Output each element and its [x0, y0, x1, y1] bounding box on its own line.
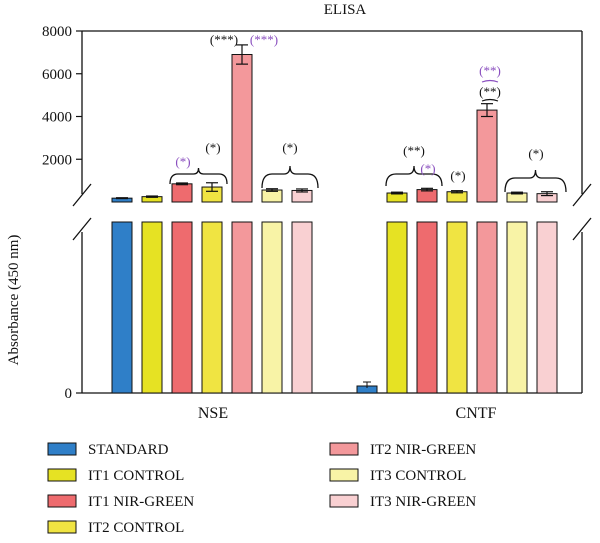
y-tick-label: 6000: [42, 67, 72, 83]
category-label-nse: NSE: [198, 405, 228, 422]
bar-nse-it2-control-lower: [201, 221, 223, 394]
legend-item-it1-control-label: IT1 CONTROL: [88, 468, 184, 484]
bar-nse-it3-control-lower: [261, 221, 283, 394]
y-tick-label: 0: [65, 386, 73, 402]
chart-title: ELISA: [324, 2, 367, 18]
axis-break-right-bottom: [572, 217, 592, 241]
legend-item-it3-nir-green-label: IT3 NIR-GREEN: [370, 494, 476, 510]
y-tick-label: 2000: [42, 152, 72, 168]
bar-nse-it1-control-lower: [141, 221, 163, 394]
legend-item-it3-control-label: IT3 CONTROL: [370, 468, 466, 484]
bar-cntf-it2-nir-green-lower: [476, 221, 498, 394]
bracket-cntf-it2-upper: [481, 98, 499, 102]
axis-break-left-top: [72, 183, 92, 207]
legend-item-it1-control-swatch: [47, 468, 77, 482]
bar-nse-it3-nir-green-lower: [291, 221, 313, 394]
significance-annotation: (**): [479, 63, 501, 78]
bar-cntf-it2-control-lower: [446, 221, 468, 394]
legend-item-it3-control-swatch: [329, 468, 359, 482]
bar-nse-it1-nir-green-lower: [171, 221, 193, 394]
significance-annotation: (***): [210, 32, 238, 47]
brace-nse-it1-it2: [169, 167, 228, 185]
axis-break-left-bottom: [72, 217, 92, 241]
legend: STANDARD IT1 CONTROL IT1 NIR-GREEN IT2 CONT…: [47, 442, 476, 536]
significance-annotation: (*): [282, 140, 297, 155]
significance-annotation: (*): [528, 146, 543, 161]
bracket-cntf-it2-upper-purple: [481, 79, 499, 83]
bar-nse-it1-nir-green-upper: [171, 183, 193, 203]
y-tick-label: 4000: [42, 110, 72, 126]
brace-cntf-it1: [385, 165, 443, 187]
bar-cntf-it3-nir-green-lower: [536, 221, 558, 394]
significance-annotation: (**): [403, 143, 425, 158]
bar-nse-it2-nir-green-lower: [231, 221, 253, 394]
legend-item-standard-swatch: [47, 442, 77, 456]
y-axis-label: Absorbance (450 nm): [6, 235, 22, 366]
legend-item-it1-nir-green-swatch: [47, 494, 77, 508]
brace-nse-it3: [261, 165, 319, 189]
legend-item-it3-nir-green-swatch: [329, 494, 359, 508]
legend-item-it2-nir-green-label: IT2 NIR-GREEN: [370, 442, 476, 458]
category-label-cntf: CNTF: [456, 405, 497, 422]
bar-nse-standard-lower: [111, 221, 133, 394]
bar-cntf-it3-control-lower: [506, 221, 528, 394]
axis-break-right-top: [572, 183, 592, 207]
bar-cntf-it2-nir-green-upper: [476, 109, 498, 203]
bar-nse-it2-nir-green-upper: [231, 54, 253, 203]
significance-annotation: (*): [420, 161, 435, 176]
significance-annotation: (**): [479, 84, 501, 99]
bar-cntf-it1-control-lower: [386, 221, 408, 394]
plot-area: 2000 4000 6000 8000 0 (*) (*) (***) (***) (*) (**)…: [42, 24, 592, 402]
significance-annotation: (*): [450, 168, 465, 183]
legend-item-it2-control-swatch: [47, 520, 77, 534]
brace-cntf-it3: [504, 169, 567, 193]
significance-annotation: (*): [175, 154, 190, 169]
legend-item-it2-nir-green-swatch: [329, 442, 359, 456]
bar-cntf-it1-nir-green-lower: [416, 221, 438, 394]
legend-item-it1-nir-green-label: IT1 NIR-GREEN: [88, 494, 194, 510]
legend-item-it2-control-label: IT2 CONTROL: [88, 520, 184, 536]
y-tick-label: 8000: [42, 24, 72, 40]
significance-annotation: (*): [205, 140, 220, 155]
legend-item-standard-label: STANDARD: [88, 442, 169, 458]
significance-annotation: (***): [250, 32, 278, 47]
